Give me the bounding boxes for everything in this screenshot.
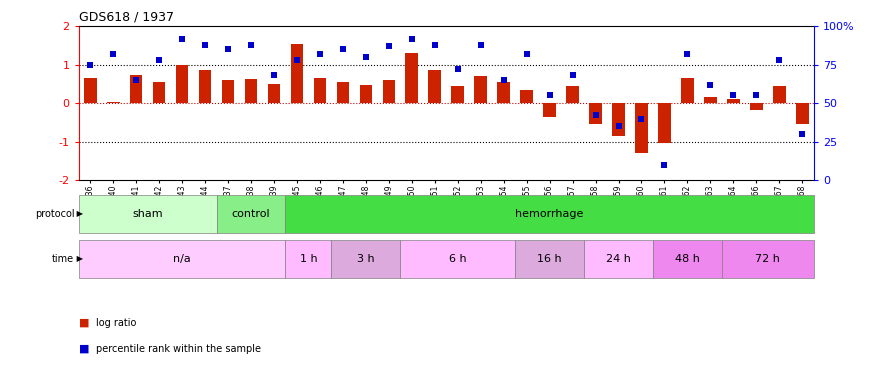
Point (497, 77, 511, 83)
Point (657, 162, 671, 168)
Text: sham: sham (132, 209, 163, 219)
Text: ▶: ▶ (74, 254, 83, 263)
Bar (176, 64, 188, 103)
Point (428, 42, 442, 48)
Bar (405, 53, 418, 103)
Point (520, 51, 534, 57)
Text: GDS618 / 1937: GDS618 / 1937 (79, 11, 174, 24)
Point (405, 36, 419, 42)
Point (290, 57, 304, 63)
Text: control: control (232, 209, 270, 219)
Point (83, 62, 97, 68)
Bar (612, 103, 625, 136)
Bar (704, 98, 717, 103)
Bar (107, 102, 120, 103)
Text: 72 h: 72 h (755, 254, 780, 264)
Point (565, 72, 579, 78)
Text: ▶: ▶ (74, 209, 83, 218)
Bar (750, 103, 763, 110)
Bar (521, 90, 533, 103)
Bar (285, 240, 332, 278)
Bar (199, 70, 212, 103)
Point (244, 42, 258, 48)
Point (451, 66, 465, 72)
Text: ■: ■ (79, 344, 89, 354)
Point (336, 46, 350, 53)
Bar (268, 84, 280, 103)
Point (152, 57, 166, 63)
Bar (722, 240, 814, 278)
Bar (653, 240, 722, 278)
Bar (584, 240, 653, 278)
Bar (515, 240, 584, 278)
Point (359, 54, 373, 60)
Bar (452, 86, 464, 103)
Bar (773, 86, 786, 103)
Bar (285, 195, 814, 232)
Bar (589, 103, 602, 124)
Text: ■: ■ (79, 318, 89, 327)
Bar (727, 99, 739, 103)
Text: n/a: n/a (173, 254, 191, 264)
Bar (566, 86, 579, 103)
Bar (401, 240, 515, 278)
Point (198, 42, 212, 48)
Bar (474, 76, 487, 103)
Bar (332, 240, 401, 278)
Bar (360, 85, 372, 103)
Bar (337, 82, 349, 103)
Bar (681, 78, 694, 103)
Bar (84, 78, 96, 103)
Point (589, 112, 603, 118)
Text: protocol: protocol (35, 209, 74, 219)
Text: hemorrhage: hemorrhage (515, 209, 584, 219)
Bar (796, 103, 808, 124)
Point (681, 51, 695, 57)
Text: 48 h: 48 h (675, 254, 700, 264)
Point (382, 43, 396, 49)
Bar (658, 103, 671, 144)
Point (795, 131, 809, 137)
Text: 24 h: 24 h (606, 254, 631, 264)
Bar (313, 78, 326, 103)
Point (773, 57, 787, 63)
Point (175, 36, 189, 42)
Text: log ratio: log ratio (96, 318, 136, 327)
Point (267, 72, 281, 78)
Text: 16 h: 16 h (537, 254, 562, 264)
Point (704, 82, 717, 88)
Point (612, 123, 626, 129)
Point (221, 46, 235, 53)
Bar (221, 80, 234, 103)
Text: time: time (52, 254, 74, 264)
Bar (130, 75, 143, 103)
Point (542, 93, 556, 99)
Text: 6 h: 6 h (449, 254, 466, 264)
Bar (153, 82, 165, 103)
Bar (245, 79, 257, 103)
Point (749, 93, 763, 99)
Bar (429, 70, 441, 103)
Bar (290, 44, 304, 103)
Text: 1 h: 1 h (299, 254, 318, 264)
Bar (543, 103, 556, 117)
Point (634, 116, 648, 122)
Bar (497, 82, 510, 103)
Text: percentile rank within the sample: percentile rank within the sample (96, 344, 262, 354)
Bar (79, 240, 285, 278)
Bar (217, 195, 285, 232)
Text: 3 h: 3 h (357, 254, 374, 264)
Bar (382, 80, 396, 103)
Point (473, 42, 487, 48)
Point (726, 93, 740, 99)
Point (313, 51, 327, 57)
Point (106, 51, 120, 57)
Bar (635, 103, 648, 153)
Bar (79, 195, 217, 232)
Point (130, 77, 144, 83)
